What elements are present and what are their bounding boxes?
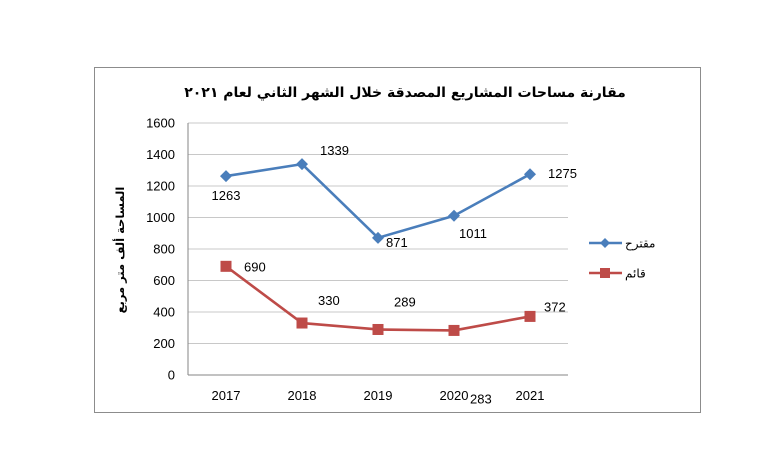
data-label: 289 xyxy=(394,294,416,309)
data-point xyxy=(372,231,384,244)
data-label: 1263 xyxy=(212,188,241,203)
data-point xyxy=(448,324,460,336)
legend-label: قائم xyxy=(625,267,646,281)
series-1: 1263 1339 871 1011 1275 xyxy=(212,143,577,250)
data-label: 690 xyxy=(244,259,266,274)
chart-frame xyxy=(94,67,701,413)
data-point xyxy=(524,310,536,322)
y-tick-label: 1400 xyxy=(146,147,175,162)
data-point xyxy=(296,317,308,329)
x-tick-label: 2018 xyxy=(288,388,317,403)
y-tick-label: 400 xyxy=(153,305,175,320)
data-point xyxy=(220,260,232,272)
y-tick-label: 1200 xyxy=(146,179,175,194)
x-tick-label: 2021 xyxy=(516,388,545,403)
series-line xyxy=(225,265,531,332)
legend-marker xyxy=(600,268,610,278)
series-2: 690 330 289 283 372 xyxy=(220,259,566,406)
data-point xyxy=(296,158,308,171)
data-point xyxy=(448,209,460,222)
y-tick-label: 200 xyxy=(153,336,175,351)
data-label: 283 xyxy=(470,391,492,406)
y-tick-label: 600 xyxy=(153,273,175,288)
data-label: 330 xyxy=(318,293,340,308)
data-point xyxy=(372,323,384,335)
legend-marker xyxy=(600,238,610,248)
chart-title: مقارنة مساحات المشاريع المصدقة خلال الشه… xyxy=(184,85,626,101)
legend-label: مقترح xyxy=(625,237,656,252)
x-tick-label: 2020 xyxy=(440,388,469,403)
data-label: 1011 xyxy=(459,226,487,241)
y-tick-label: 1600 xyxy=(146,116,175,131)
legend: مقترح قائم xyxy=(589,237,656,281)
data-label: 1275 xyxy=(548,166,577,181)
grid-lines xyxy=(187,122,568,376)
x-tick-label: 2017 xyxy=(212,388,241,403)
series-layer: 1263 1339 871 1011 1275 690 330 289 283 372 xyxy=(212,143,577,406)
data-label: 871 xyxy=(386,235,408,250)
x-tick-labels: 2017 2018 2019 2020 2021 xyxy=(212,388,545,403)
y-tick-labels: 0 200 400 600 800 1000 1200 1400 1600 xyxy=(146,116,175,383)
y-axis-label: المساحة ألف متر مربع xyxy=(112,187,127,314)
data-label: 1339 xyxy=(320,143,349,158)
legend-item: مقترح xyxy=(589,237,656,252)
y-tick-label: 1000 xyxy=(146,210,175,225)
data-point xyxy=(220,170,232,183)
x-tick-label: 2019 xyxy=(364,388,393,403)
y-tick-label: 800 xyxy=(153,242,175,257)
y-tick-label: 0 xyxy=(168,368,175,383)
data-label: 372 xyxy=(544,299,566,314)
legend-item: قائم xyxy=(589,267,646,281)
data-point xyxy=(524,168,536,181)
